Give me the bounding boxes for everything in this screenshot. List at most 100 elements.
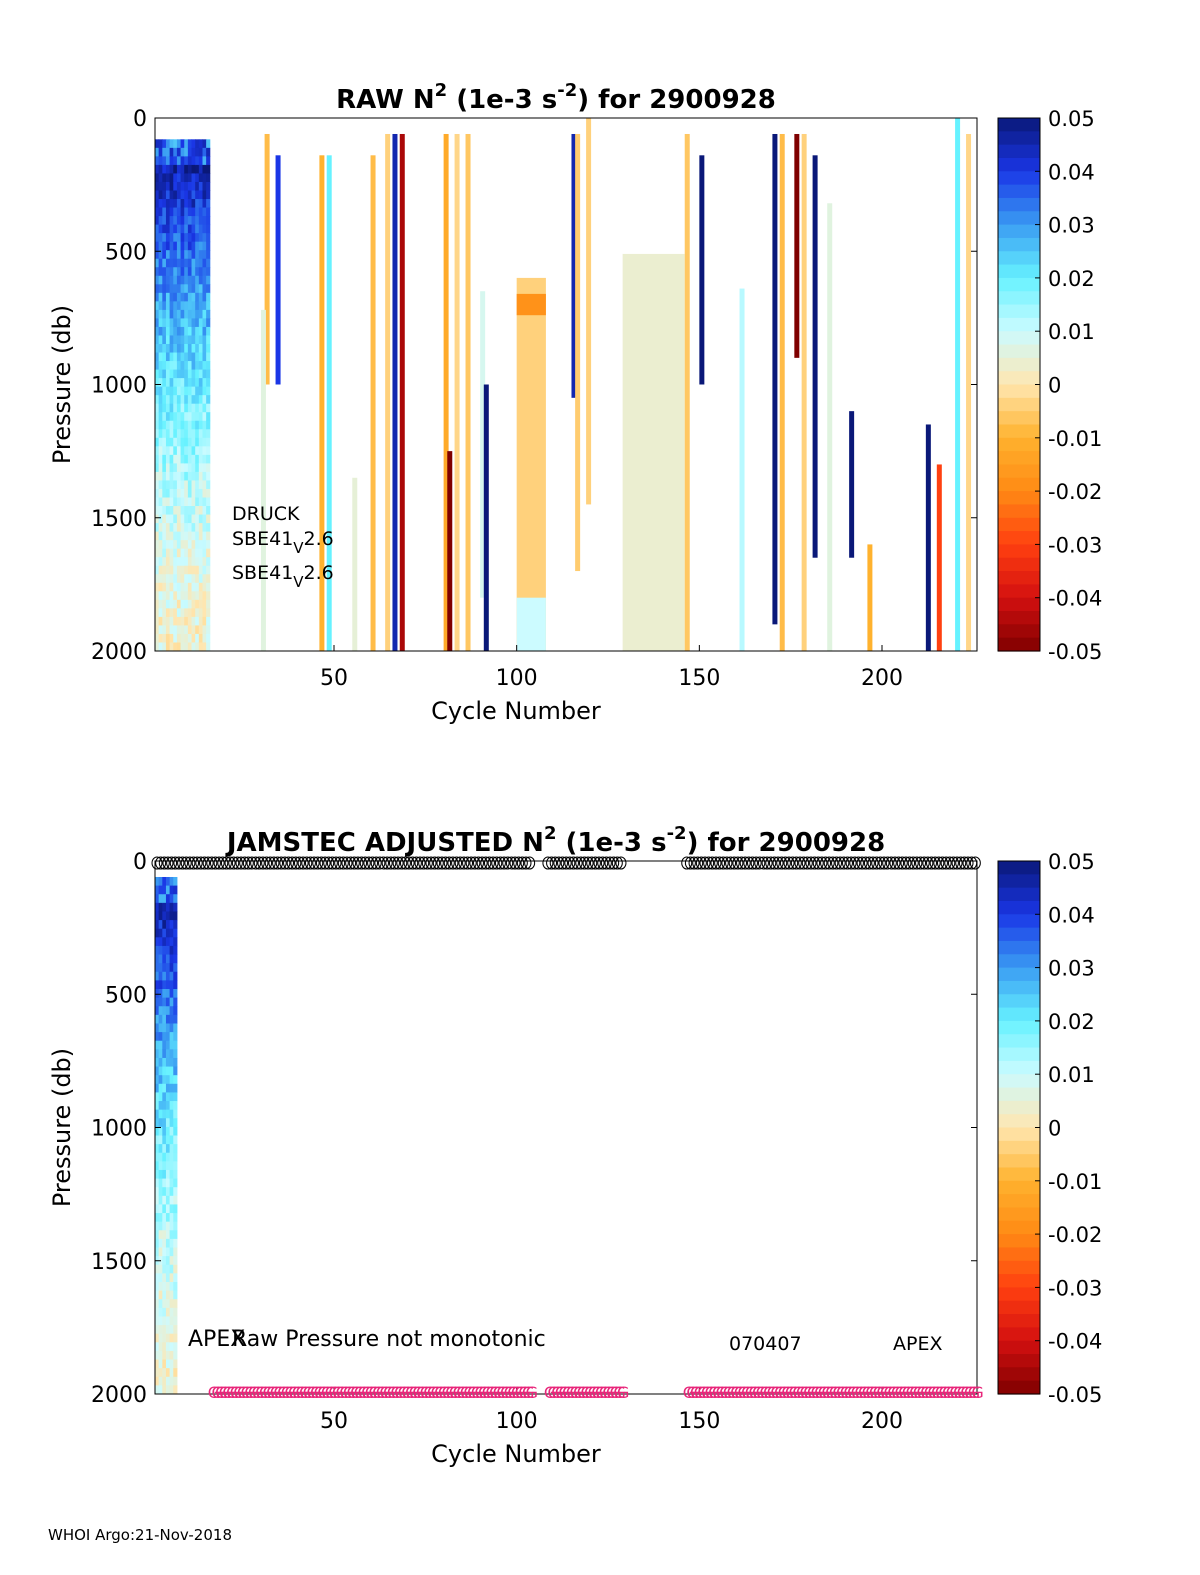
title-part: -2: [557, 80, 577, 101]
bottom-marker: G: [299, 1383, 311, 1402]
dense-cell: [155, 241, 160, 251]
colorbar-cell: [998, 317, 1040, 332]
colorbar-cell: [998, 1167, 1040, 1182]
dense-cell: [155, 548, 160, 558]
dense-cell: [155, 642, 160, 652]
top-marker: [516, 856, 528, 870]
dense-cell: [198, 250, 203, 260]
top-marker: [458, 856, 470, 870]
bottom-marker: G: [854, 1383, 866, 1402]
profile-bar: [483, 384, 489, 651]
dense-cell: [180, 326, 185, 336]
dense-cell: [184, 250, 189, 260]
bottom-marker: G: [865, 1383, 877, 1402]
dense-cell: [155, 1014, 160, 1024]
dense-cell: [180, 258, 185, 268]
bottom-marker: G: [376, 1383, 388, 1402]
dense-cell: [176, 582, 182, 592]
dense-cell: [162, 463, 167, 473]
dense-cell: [165, 1213, 171, 1223]
top-marker: [385, 856, 397, 870]
dense-cell: [162, 514, 167, 524]
bottom-marker: G: [285, 1383, 297, 1402]
dense-cell: [173, 876, 178, 887]
dense-cell: [173, 378, 178, 388]
dense-cell: [162, 147, 167, 157]
top-marker: [410, 856, 422, 870]
top-marker: [597, 856, 609, 870]
bottom-marker: G: [347, 1383, 359, 1402]
colorbar-tick-label: 0: [1048, 374, 1061, 398]
profile-bar: [772, 133, 778, 625]
dense-cell: [158, 971, 163, 981]
dense-cell: [195, 233, 200, 243]
dense-cell: [173, 343, 178, 354]
dense-cell: [162, 599, 167, 609]
dense-cell: [184, 616, 189, 626]
dense-cell: [158, 1299, 163, 1309]
dense-cell: [198, 548, 203, 558]
dense-cell: [198, 608, 203, 618]
dense-cell: [180, 335, 185, 345]
dense-cell: [180, 616, 185, 626]
dense-cell: [162, 1161, 167, 1171]
dense-cell: [187, 557, 193, 567]
dense-cell: [206, 335, 211, 345]
dense-cell: [195, 378, 200, 388]
colorbar-cell: [998, 1367, 1040, 1382]
dense-cell: [155, 173, 160, 183]
dense-cell: [184, 369, 189, 379]
dense-cell: [195, 386, 200, 396]
top-marker: [852, 856, 864, 870]
top-marker: [432, 856, 444, 870]
dense-cell: [165, 506, 171, 516]
dense-cell: [165, 1161, 171, 1171]
dense-cell: [191, 318, 196, 328]
dense-cell: [162, 876, 167, 887]
dense-cell: [195, 574, 200, 584]
dense-cell: [206, 446, 211, 456]
top-marker: [279, 856, 291, 870]
dense-cell: [169, 1169, 174, 1180]
colorbar-cell: [998, 1314, 1040, 1328]
dense-cell: [180, 403, 185, 413]
dense-cell: [165, 139, 171, 149]
dense-cell: [155, 1204, 160, 1214]
dense-cell: [202, 156, 207, 166]
dense-cell: [158, 557, 163, 567]
colorbar-cell: [998, 544, 1040, 559]
x-axis-label: Cycle Number: [431, 697, 601, 725]
dense-cell: [191, 446, 196, 456]
dense-cell: [155, 190, 160, 200]
colorbar-cell: [998, 157, 1040, 172]
dense-cell: [158, 1169, 163, 1180]
top-marker: [695, 856, 707, 870]
dense-cell: [176, 565, 182, 575]
top-marker: [820, 856, 832, 870]
dense-cell: [155, 318, 160, 328]
dense-cell: [169, 963, 174, 973]
dense-cell: [176, 258, 182, 268]
dense-cell: [173, 540, 178, 550]
dense-cell: [165, 207, 171, 217]
colorbar-cell: [998, 1287, 1040, 1302]
dense-cell: [191, 378, 196, 388]
dense-cell: [173, 591, 178, 601]
dense-cell: [162, 548, 167, 558]
colorbar-cell: [998, 571, 1040, 585]
dense-cell: [191, 258, 196, 268]
dense-cell: [195, 343, 200, 354]
dense-cell: [173, 199, 178, 209]
dense-cell: [173, 471, 178, 481]
dense-cell: [155, 954, 160, 964]
dense-cell: [165, 446, 171, 456]
dense-cell: [195, 412, 200, 422]
colorbar-cell: [998, 1074, 1040, 1089]
dense-cell: [155, 1066, 160, 1076]
top-marker: [429, 856, 441, 870]
colorbar-tick-label: -0.01: [1048, 427, 1102, 451]
colorbar-tick-label: -0.03: [1048, 1276, 1102, 1300]
bottom-marker: G: [394, 1383, 406, 1402]
top-marker: [239, 856, 251, 870]
dense-cell: [176, 216, 182, 226]
